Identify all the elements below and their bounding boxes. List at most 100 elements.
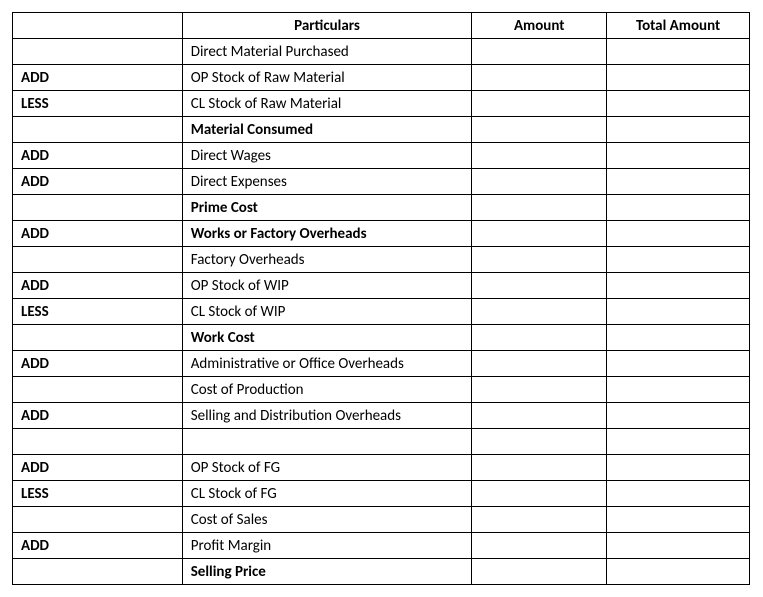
table-row: Material Consumed [13, 117, 750, 143]
table-row: ADDOP Stock of FG [13, 455, 750, 481]
table-row: Selling Price [13, 559, 750, 585]
cell-op [13, 247, 183, 273]
cell-total [607, 65, 750, 91]
cell-amount [472, 429, 607, 455]
table-row: ADDSelling and Distribution Overheads [13, 403, 750, 429]
cell-total [607, 273, 750, 299]
cell-op: ADD [13, 169, 183, 195]
table-row: Factory Overheads [13, 247, 750, 273]
table-row: LESSCL Stock of WIP [13, 299, 750, 325]
cell-total [607, 429, 750, 455]
cell-particulars: Prime Cost [182, 195, 472, 221]
table-row: Prime Cost [13, 195, 750, 221]
cell-total [607, 39, 750, 65]
cell-amount [472, 351, 607, 377]
col-header-part: Particulars [182, 13, 472, 39]
cell-particulars: Administrative or Office Overheads [182, 351, 472, 377]
table-body: Direct Material PurchasedADDOP Stock of … [13, 39, 750, 585]
cell-particulars: OP Stock of FG [182, 455, 472, 481]
cell-total [607, 507, 750, 533]
cell-amount [472, 221, 607, 247]
cell-particulars: Profit Margin [182, 533, 472, 559]
cell-particulars: Direct Expenses [182, 169, 472, 195]
cell-amount [472, 143, 607, 169]
cell-particulars: Material Consumed [182, 117, 472, 143]
cell-amount [472, 247, 607, 273]
table-row: Cost of Sales [13, 507, 750, 533]
cell-particulars: Factory Overheads [182, 247, 472, 273]
table-row: ADDDirect Expenses [13, 169, 750, 195]
cell-op: ADD [13, 273, 183, 299]
cost-sheet-table: Particulars Amount Total Amount Direct M… [12, 12, 750, 585]
cell-total [607, 195, 750, 221]
cell-op: ADD [13, 351, 183, 377]
cell-total [607, 247, 750, 273]
cell-amount [472, 195, 607, 221]
cell-particulars: CL Stock of FG [182, 481, 472, 507]
cell-total [607, 91, 750, 117]
cell-total [607, 377, 750, 403]
cell-op: ADD [13, 455, 183, 481]
cell-total [607, 143, 750, 169]
cell-particulars: CL Stock of Raw Material [182, 91, 472, 117]
cell-op: LESS [13, 299, 183, 325]
cell-particulars: Selling and Distribution Overheads [182, 403, 472, 429]
cell-amount [472, 455, 607, 481]
table-row: ADDOP Stock of WIP [13, 273, 750, 299]
cell-amount [472, 39, 607, 65]
cell-particulars: Work Cost [182, 325, 472, 351]
cell-op: ADD [13, 143, 183, 169]
cell-total [607, 559, 750, 585]
cell-op [13, 377, 183, 403]
cell-op [13, 559, 183, 585]
cell-amount [472, 169, 607, 195]
cell-op [13, 39, 183, 65]
table-row: LESSCL Stock of Raw Material [13, 91, 750, 117]
cell-op: LESS [13, 481, 183, 507]
cell-op: LESS [13, 91, 183, 117]
table-row: ADDOP Stock of Raw Material [13, 65, 750, 91]
cell-amount [472, 299, 607, 325]
cell-particulars: OP Stock of WIP [182, 273, 472, 299]
cell-amount [472, 273, 607, 299]
table-row [13, 429, 750, 455]
cell-total [607, 455, 750, 481]
table-row: ADDDirect Wages [13, 143, 750, 169]
cell-op [13, 325, 183, 351]
cell-particulars [182, 429, 472, 455]
cell-amount [472, 117, 607, 143]
table-row: Cost of Production [13, 377, 750, 403]
cell-particulars: Selling Price [182, 559, 472, 585]
cell-amount [472, 325, 607, 351]
table-row: ADDProfit Margin [13, 533, 750, 559]
table-row: Direct Material Purchased [13, 39, 750, 65]
table-row: Work Cost [13, 325, 750, 351]
cell-particulars: Direct Wages [182, 143, 472, 169]
cell-amount [472, 533, 607, 559]
cell-total [607, 117, 750, 143]
cell-amount [472, 377, 607, 403]
col-header-amount: Amount [472, 13, 607, 39]
cell-amount [472, 65, 607, 91]
cell-amount [472, 403, 607, 429]
cell-op [13, 507, 183, 533]
table-row: ADDAdministrative or Office Overheads [13, 351, 750, 377]
cell-particulars: Cost of Production [182, 377, 472, 403]
cell-op [13, 429, 183, 455]
cell-amount [472, 91, 607, 117]
col-header-total: Total Amount [607, 13, 750, 39]
cell-op: ADD [13, 65, 183, 91]
col-header-op [13, 13, 183, 39]
cell-amount [472, 507, 607, 533]
cell-total [607, 351, 750, 377]
cell-particulars: Works or Factory Overheads [182, 221, 472, 247]
cell-particulars: CL Stock of WIP [182, 299, 472, 325]
cell-particulars: OP Stock of Raw Material [182, 65, 472, 91]
cell-op [13, 195, 183, 221]
cell-total [607, 325, 750, 351]
cell-amount [472, 559, 607, 585]
cell-total [607, 481, 750, 507]
cell-op: ADD [13, 403, 183, 429]
cell-total [607, 169, 750, 195]
cell-total [607, 403, 750, 429]
